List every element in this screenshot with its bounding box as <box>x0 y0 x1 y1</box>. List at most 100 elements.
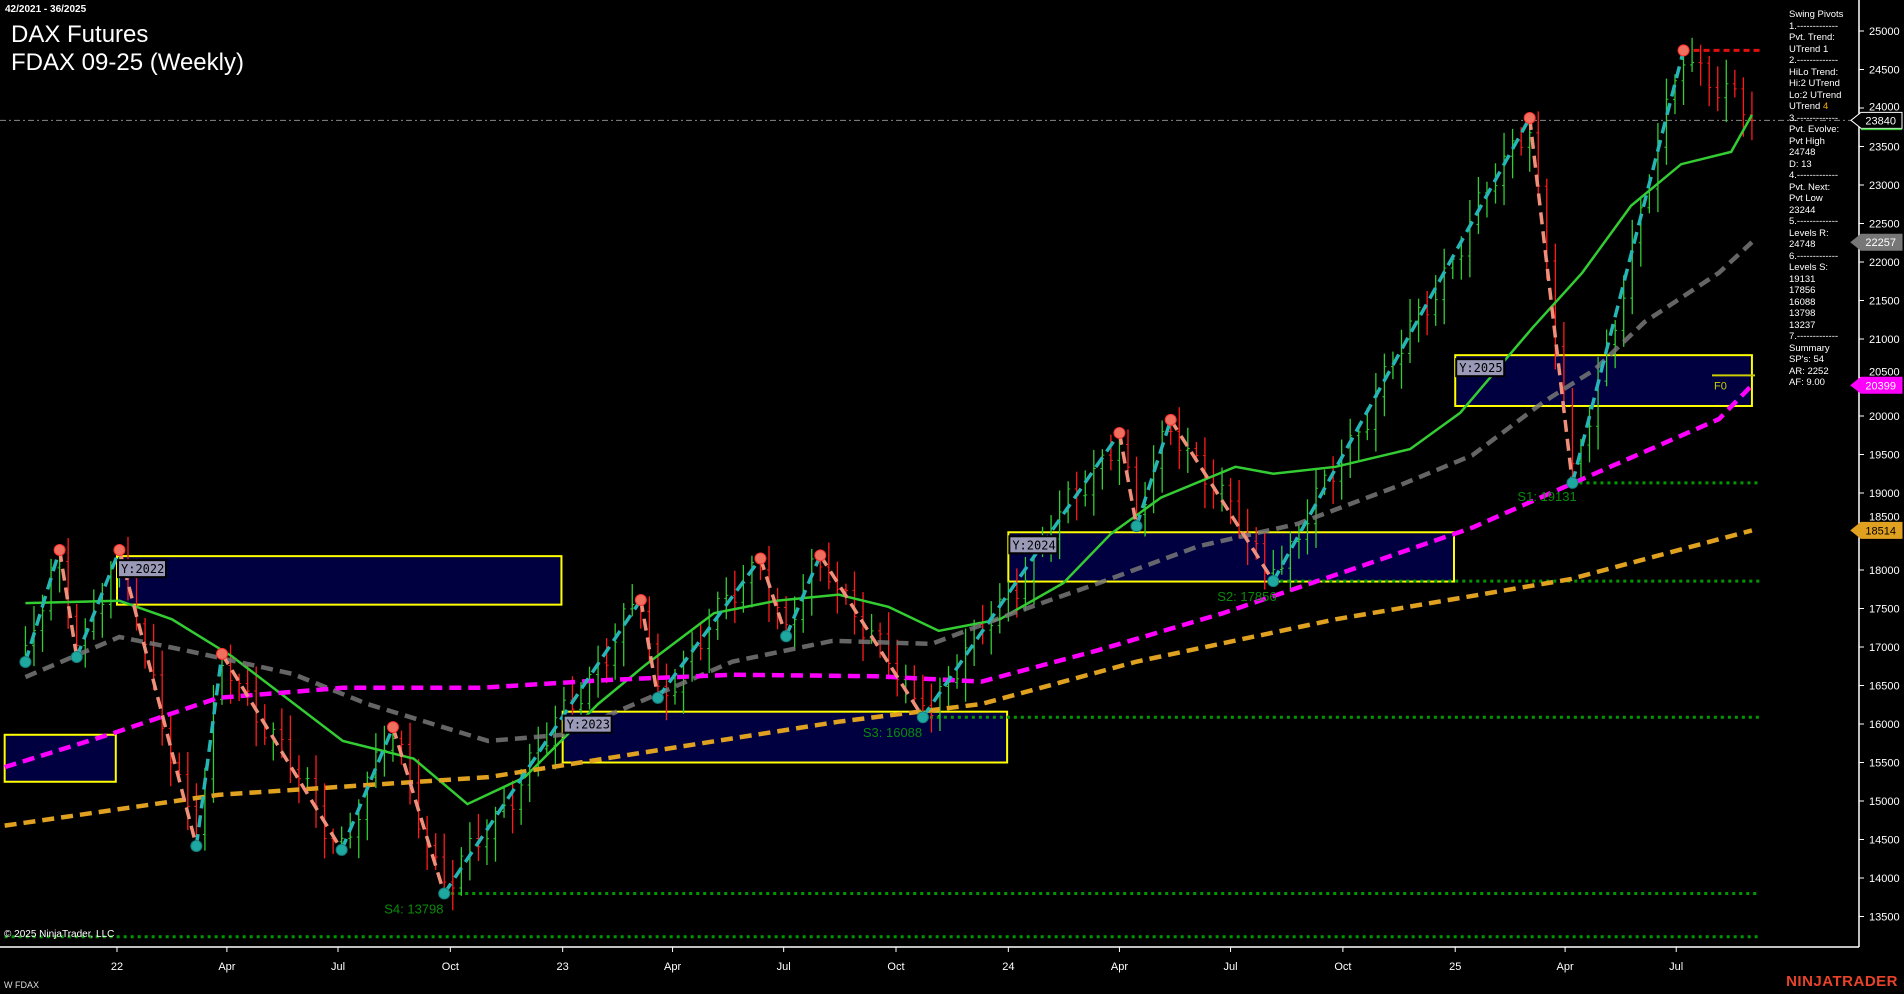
price-tick-label: 21500 <box>1869 296 1900 308</box>
swing-high-marker <box>113 543 126 556</box>
price-marker <box>1850 111 1903 129</box>
price-tick-label: 24500 <box>1869 65 1900 77</box>
time-tick-label: Oct <box>1334 961 1351 973</box>
panel-line: 24748 <box>1789 147 1816 158</box>
moving-average-fast <box>25 114 1754 806</box>
swing-down-leg <box>818 554 925 719</box>
panel-line: Pvt. Evolve: <box>1789 124 1840 135</box>
year-label-bg <box>117 559 167 579</box>
swing-up-leg <box>23 549 62 663</box>
year-label: Y:2023 <box>567 718 610 732</box>
price-tick-label: 25000 <box>1869 26 1900 38</box>
panel-line: Pvt Low <box>1789 193 1823 204</box>
swing-up-leg <box>194 653 224 847</box>
swing-up-leg <box>656 557 762 699</box>
panel-line: 2.------------- <box>1789 55 1839 66</box>
swing-up-leg <box>784 554 822 637</box>
price-tick-label: 16000 <box>1869 719 1900 731</box>
swing-low-marker <box>651 691 664 704</box>
panel-line: 23244 <box>1789 204 1816 216</box>
swing-low-marker <box>438 887 451 900</box>
swing-high-marker <box>216 647 229 660</box>
price-tick-label: 14000 <box>1869 873 1900 885</box>
price-tick-label: 16500 <box>1869 681 1900 693</box>
panel-line: AR: 2252 <box>1789 365 1829 377</box>
panel-line: Levels R: <box>1789 227 1829 239</box>
swing-high-marker <box>754 552 767 565</box>
price-tick-label: 19500 <box>1869 450 1900 462</box>
swing-down-leg <box>391 726 446 895</box>
panel-line: Hi:2 UTrend <box>1789 78 1840 89</box>
swing-high-marker <box>634 594 647 607</box>
time-tick-label: Jul <box>331 961 345 973</box>
swing-up-leg <box>340 726 395 851</box>
swing-high-marker <box>1113 426 1126 439</box>
swing-up-leg <box>1271 117 1532 582</box>
swing-low-marker <box>190 840 203 853</box>
panel-line: Summary <box>1789 342 1830 354</box>
swing-pivots-panel: Swing Pivots 1.------------- Pvt. Trend: UT… <box>1789 9 1843 389</box>
swing-low-marker <box>1566 476 1579 489</box>
panel-line: AF: 9.00 <box>1789 377 1825 388</box>
price-marker <box>1850 376 1903 394</box>
panel-line: 6.------------- <box>1789 250 1839 262</box>
swing-high-marker <box>1523 112 1536 125</box>
panel-line: SP's: 54 <box>1789 354 1825 365</box>
panel-line: Pvt High <box>1789 135 1825 147</box>
time-tick-label: Jul <box>1669 961 1683 973</box>
price-tick-label: 14500 <box>1869 835 1900 847</box>
time-tick-label: Apr <box>664 961 681 973</box>
panel-line: UTrend 4 <box>1789 101 1829 112</box>
support-level-label: S4: 13798 <box>384 902 443 917</box>
panel-line: 19131 <box>1789 273 1816 285</box>
price-marker-label: 23840 <box>1865 115 1896 127</box>
swing-down-leg <box>220 653 344 851</box>
time-tick-label: Apr <box>1111 961 1128 973</box>
panel-line: 17856 <box>1789 285 1816 296</box>
price-tick-label: 21000 <box>1869 334 1900 346</box>
swing-high-marker <box>814 549 827 562</box>
panel-line: Lo:2 UTrend <box>1789 89 1842 101</box>
price-tick-label: 22500 <box>1869 219 1900 231</box>
panel-line: 1.------------- <box>1789 20 1839 32</box>
panel-line: 5.------------- <box>1789 216 1839 227</box>
symbol-label: W FDAX <box>4 980 39 990</box>
swing-low-marker <box>780 630 793 643</box>
swing-low-marker <box>335 843 348 856</box>
price-tick-label: 18500 <box>1869 511 1900 523</box>
panel-line: D: 13 <box>1789 158 1812 170</box>
price-tick-label: 17500 <box>1869 604 1900 616</box>
price-tick-label: 15000 <box>1869 796 1900 808</box>
moving-average-slow <box>3 383 1754 770</box>
panel-line: Levels S: <box>1789 262 1829 273</box>
swing-high-marker <box>1677 44 1690 57</box>
price-marker-label: 22257 <box>1865 237 1896 249</box>
swing-down-leg <box>639 599 660 699</box>
panel-line: 3.------------- <box>1789 112 1839 124</box>
swing-high-marker <box>386 721 399 734</box>
support-level-label: S3: 16088 <box>863 725 922 740</box>
time-tick-label: 23 <box>557 961 569 973</box>
time-tick-label: Apr <box>218 961 235 973</box>
panel-line: Swing Pivots <box>1789 9 1844 20</box>
price-tick-label: 18000 <box>1869 565 1900 577</box>
swing-low-marker <box>1130 520 1143 533</box>
moving-average-long <box>4 528 1753 828</box>
swing-low-marker <box>19 656 32 669</box>
instrument-name: DAX Futures <box>11 21 149 48</box>
swing-up-leg <box>1570 49 1686 484</box>
price-tick-label: 23000 <box>1869 180 1900 192</box>
year-label-bg <box>562 714 613 734</box>
price-tick-label: 15500 <box>1869 758 1900 770</box>
panel-line: 7.------------- <box>1789 331 1839 342</box>
time-tick-label: 25 <box>1449 961 1461 973</box>
panel-line: 16088 <box>1789 296 1816 308</box>
price-tick-label: 13500 <box>1869 912 1900 924</box>
panel-line: HiLo Trend: <box>1789 66 1839 78</box>
panel-line: Pvt. Trend: <box>1789 32 1835 43</box>
price-tick-label: 22000 <box>1869 257 1900 269</box>
swing-up-leg <box>921 431 1121 719</box>
panel-line: Pvt. Next: <box>1789 181 1831 193</box>
year-label-bg <box>1008 535 1059 555</box>
